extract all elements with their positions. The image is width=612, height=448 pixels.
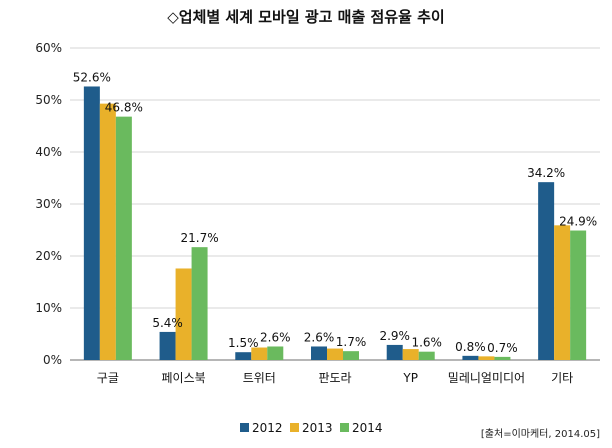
bar-2013-2 bbox=[251, 347, 268, 360]
y-tick-label: 30% bbox=[35, 197, 62, 211]
bar-2012-3 bbox=[311, 346, 327, 360]
source-note: [출처=이마케터, 2014.05] bbox=[481, 428, 600, 440]
data-label: 1.6% bbox=[411, 336, 442, 350]
data-label: 2.9% bbox=[379, 329, 410, 343]
gridlines bbox=[70, 47, 600, 361]
legend: 2012 2013 2014 bbox=[240, 421, 383, 435]
bar-2012-0 bbox=[83, 86, 100, 360]
x-axis-categories: 구글 페이스북 트위터 판도라 YP 밀레니얼미디어 기타 bbox=[97, 371, 573, 385]
data-label: 5.4% bbox=[152, 316, 183, 330]
legend-swatch-2012 bbox=[240, 423, 249, 432]
y-axis-ticks: 0% 10% 20% 30% 40% 50% 60% bbox=[35, 41, 62, 367]
data-label: 34.2% bbox=[527, 166, 565, 180]
bar-2012-2 bbox=[235, 352, 252, 360]
data-label: 1.5% bbox=[228, 336, 259, 350]
data-label: 0.7% bbox=[487, 341, 518, 355]
bars bbox=[83, 86, 587, 360]
data-labels: 52.6%46.8%5.4%21.7%1.5% 2.6% 2.6% 1.7% 2.9% 1… bbox=[73, 70, 597, 354]
bar-2012-5 bbox=[462, 355, 479, 360]
bar-2014-5 bbox=[494, 356, 511, 360]
y-tick-label: 10% bbox=[35, 301, 62, 315]
bar-2014-2 bbox=[267, 346, 284, 360]
category-label: 판도라 bbox=[318, 371, 351, 385]
category-label: 구글 bbox=[97, 371, 119, 385]
bar-2014-4 bbox=[418, 351, 435, 360]
data-label: 2.6% bbox=[260, 330, 291, 344]
bar-2012-6 bbox=[538, 182, 555, 360]
legend-label-2014: 2014 bbox=[352, 421, 383, 435]
bar-2014-6 bbox=[570, 230, 587, 360]
bar-2014-0 bbox=[115, 116, 132, 360]
category-label: YP bbox=[402, 371, 418, 385]
data-label: 24.9% bbox=[559, 215, 597, 229]
bar-2012-1 bbox=[159, 331, 176, 360]
data-label: 0.8% bbox=[455, 340, 486, 354]
category-label: 페이스북 bbox=[161, 371, 205, 385]
legend-label-2012: 2012 bbox=[252, 421, 283, 435]
legend-label-2013: 2013 bbox=[302, 421, 333, 435]
bar-2013-6 bbox=[554, 225, 571, 360]
y-tick-label: 0% bbox=[43, 353, 62, 367]
data-label: 21.7% bbox=[181, 231, 219, 245]
bar-2012-4 bbox=[386, 344, 403, 360]
y-tick-label: 20% bbox=[35, 249, 62, 263]
category-label: 밀레니얼미디어 bbox=[448, 371, 525, 385]
bar-2013-5 bbox=[478, 356, 495, 360]
data-label: 2.6% bbox=[304, 330, 335, 344]
bar-2013-4 bbox=[402, 349, 419, 360]
legend-swatch-2014 bbox=[340, 423, 349, 432]
legend-swatch-2013 bbox=[290, 423, 299, 432]
data-label: 1.7% bbox=[336, 335, 367, 349]
bar-2014-3 bbox=[343, 351, 359, 360]
y-tick-label: 60% bbox=[35, 41, 62, 55]
y-tick-label: 50% bbox=[35, 93, 62, 107]
chart-title: ◇업체별 세계 모바일 광고 매출 점유율 추이 bbox=[167, 8, 444, 26]
bar-2013-1 bbox=[175, 268, 192, 360]
bar-2013-0 bbox=[99, 103, 116, 360]
category-label: 트위터 bbox=[243, 371, 276, 385]
data-label: 52.6% bbox=[73, 70, 111, 84]
bar-2014-1 bbox=[191, 247, 208, 360]
category-label: 기타 bbox=[551, 371, 573, 385]
bar-2013-3 bbox=[327, 348, 343, 360]
data-label: 46.8% bbox=[105, 101, 143, 115]
y-tick-label: 40% bbox=[35, 145, 62, 159]
